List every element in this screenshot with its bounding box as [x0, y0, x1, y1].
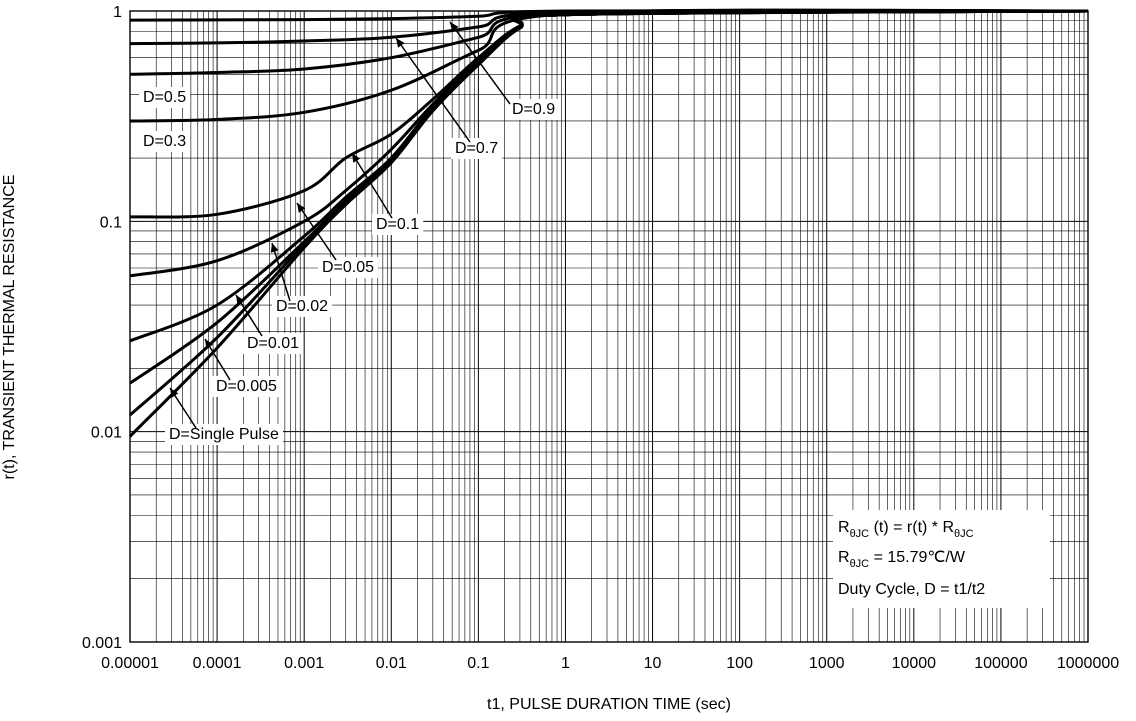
x-tick-labels: 0.00001 0.0001 0.001 0.01 0.1 1 10 100 1000 10000… [101, 655, 1119, 672]
label-arrow [296, 202, 337, 261]
label-d-0-01: D=0.01 [247, 335, 299, 352]
label-d-0-5: D=0.5 [143, 89, 186, 106]
x-tick-label: 1 [561, 655, 570, 672]
arrowhead [396, 38, 405, 48]
x-tick-label: 1000000 [1057, 655, 1119, 672]
x-tick-label: 0.00001 [101, 655, 159, 672]
arrowhead [352, 153, 361, 163]
label-background [212, 376, 282, 397]
x-tick-label: 100 [726, 655, 753, 672]
x-tick-label: 10 [644, 655, 662, 672]
label-background [139, 131, 191, 152]
x-tick-label: 0.01 [376, 655, 407, 672]
curve-labels: D=0.9 D=0.7 D=0.5 D=0.3 D=0.1 D=0.05 D=0.02 D=0… [139, 21, 560, 445]
label-background [165, 424, 283, 445]
x-tick-label: 0.001 [284, 655, 324, 672]
label-background [372, 214, 424, 235]
label-d-0-05: D=0.05 [322, 259, 374, 276]
label-arrow [449, 21, 511, 105]
label-arrow [351, 152, 393, 219]
label-background [243, 333, 304, 354]
label-d-0-3: D=0.3 [143, 133, 186, 150]
label-background [451, 138, 503, 159]
label-background [272, 296, 333, 317]
y-tick-label: 0.001 [82, 635, 122, 652]
arrowhead [297, 203, 306, 213]
curve-d-0-02 [129, 9, 1089, 343]
curve-d-0-7 [129, 9, 1089, 46]
label-background [508, 99, 560, 120]
label-d-0-005: D=0.005 [216, 378, 277, 395]
note-line-3: Duty Cycle, D = t1/t2 [838, 581, 985, 598]
note-line-1: RθJC (t) = r(t) * RθJC [838, 519, 974, 540]
plot-grid [129, 11, 1088, 643]
x-tick-label: 0.0001 [193, 655, 242, 672]
label-d-0-9: D=0.9 [512, 101, 555, 118]
arrowhead [450, 22, 459, 32]
y-tick-label: 1 [113, 4, 122, 21]
label-d-0-02: D=0.02 [276, 298, 328, 315]
curve-d-0-05 [129, 9, 1089, 278]
formula-note: RθJC (t) = r(t) * RθJC RθJC = 15.79℃/W D… [833, 510, 1050, 608]
x-tick-label: 10000 [892, 655, 937, 672]
curve-d-0-01 [129, 9, 1089, 385]
x-tick-label: 1000 [809, 655, 845, 672]
y-tick-label: 0.01 [91, 425, 122, 442]
y-tick-labels: 0.001 0.01 0.1 1 [82, 4, 122, 652]
arrowhead [270, 243, 279, 253]
label-background [139, 87, 191, 108]
label-arrow [271, 242, 291, 302]
label-arrow [395, 37, 471, 143]
curve-d-0-3 [129, 8, 1089, 123]
plot-frame [129, 10, 1089, 643]
label-d-single-pulse: D=Single Pulse [169, 426, 279, 443]
y-tick-label: 0.1 [100, 214, 122, 231]
label-d-0-1: D=0.1 [376, 216, 419, 233]
x-tick-label: 0.1 [467, 655, 489, 672]
x-axis-title: t1, PULSE DURATION TIME (sec) [487, 696, 731, 713]
note-line-2: RθJC = 15.79℃/W [838, 549, 966, 570]
arrowhead [170, 388, 179, 398]
curve-d-single-pulse [128, 9, 1089, 438]
arrowhead [205, 339, 214, 349]
arrowhead [236, 295, 245, 305]
y-axis-title: r(t), TRANSIENT THERMAL RESISTANCE [1, 175, 18, 480]
x-tick-label: 100000 [974, 655, 1027, 672]
label-d-0-7: D=0.7 [455, 140, 498, 157]
label-background [318, 257, 379, 278]
